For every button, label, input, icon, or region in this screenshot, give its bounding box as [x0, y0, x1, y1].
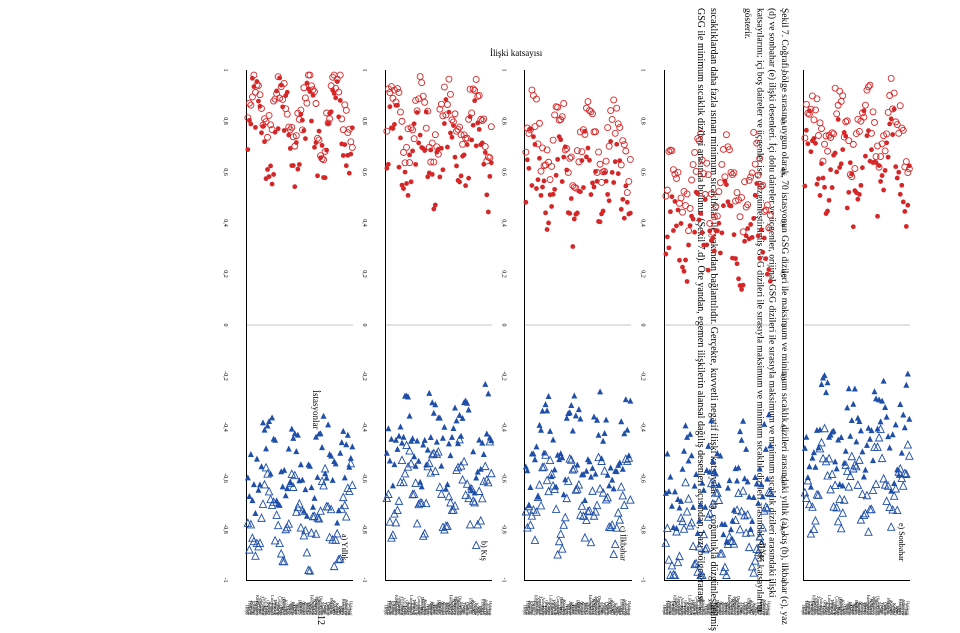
plot-area: [803, 70, 910, 581]
panel-label: a) Yıllık: [340, 534, 349, 561]
y-ticks: -1-0,8-0,6-0,4-0,200,20,40,60,81: [498, 70, 524, 581]
chart-grid: -1-0,8-0,6-0,4-0,200,20,40,60,81 HopaRiz…: [220, 70, 910, 615]
panel-c: -1-0,8-0,6-0,4-0,200,20,40,60,81 HopaRiz…: [498, 70, 631, 615]
panel-b: -1-0,8-0,6-0,4-0,200,20,40,60,81 HopaRiz…: [359, 70, 492, 615]
x-stations: HopaRizeTrabzonGiresunSamsunSinopİnebolu…: [385, 581, 492, 615]
y-axis-label: İlişki katsayısı: [490, 48, 542, 58]
panel-e: -1-0,8-0,6-0,4-0,200,20,40,60,81 HopaRiz…: [777, 70, 910, 615]
y-ticks: -1-0,8-0,6-0,4-0,200,20,40,60,81: [220, 70, 246, 581]
page-number: 12: [315, 615, 326, 625]
panel-label: e) Sonbahar: [897, 523, 906, 561]
y-ticks: -1-0,8-0,6-0,4-0,200,20,40,60,81: [638, 70, 664, 581]
plot-area: [246, 70, 353, 581]
plot-area: [385, 70, 492, 581]
page-header: (*) Türkeş, M., Sümer, U. M. ve Demir, İ…: [922, 8, 960, 633]
y-ticks: -1-0,8-0,6-0,4-0,200,20,40,60,81: [777, 70, 803, 581]
panel-label: b) Kış: [479, 541, 488, 561]
x-stations: HopaRizeTrabzonGiresunSamsunSinopİnebolu…: [524, 581, 631, 615]
x-stations: HopaRizeTrabzonGiresunSamsunSinopİnebolu…: [246, 581, 353, 615]
panel-label: c) İlkbahar: [619, 526, 628, 561]
plot-area: [664, 70, 771, 581]
panel-label: d) Yaz: [758, 541, 767, 561]
plot-area: [524, 70, 631, 581]
panel-d: -1-0,8-0,6-0,4-0,200,20,40,60,81 HopaRiz…: [638, 70, 771, 615]
x-stations: HopaRizeTrabzonGiresunSamsunSinopİnebolu…: [664, 581, 771, 615]
panel-a: -1-0,8-0,6-0,4-0,200,20,40,60,81 HopaRiz…: [220, 70, 353, 615]
y-ticks: -1-0,8-0,6-0,4-0,200,20,40,60,81: [359, 70, 385, 581]
x-stations: HopaRizeTrabzonGiresunSamsunSinopİnebolu…: [803, 581, 910, 615]
